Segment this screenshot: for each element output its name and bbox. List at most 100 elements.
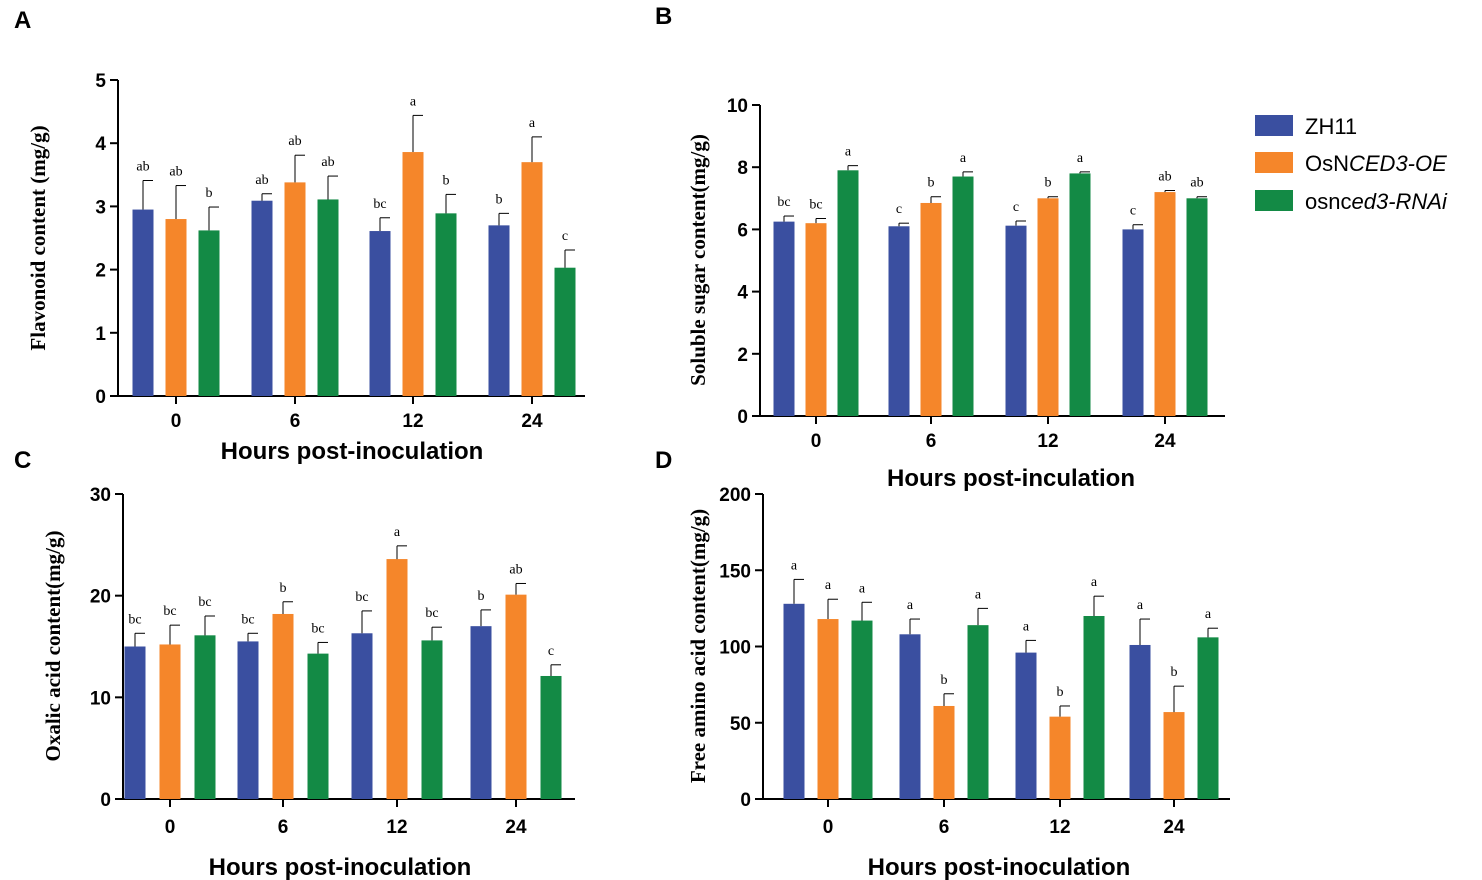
y-tick-label: 100 xyxy=(719,638,751,659)
x-tick-label: 12 xyxy=(386,817,407,838)
bar xyxy=(967,625,989,799)
legend-label: ZH11 xyxy=(1305,114,1357,139)
series-rnai: a a a a xyxy=(851,575,1219,799)
y-tick-label: 0 xyxy=(100,790,111,811)
bar xyxy=(1037,198,1059,416)
series-rnai: a a a ab xyxy=(837,145,1208,416)
y-tick-label: 150 xyxy=(719,561,751,582)
panel-label: A xyxy=(14,7,31,34)
significance-letter: a xyxy=(1137,598,1144,613)
significance-letter: b xyxy=(941,673,948,688)
bar xyxy=(540,675,562,799)
y-tick-label: 6 xyxy=(737,220,748,241)
significance-letter: c xyxy=(548,644,554,659)
bar xyxy=(386,559,408,799)
significance-letter: bc xyxy=(128,612,141,627)
y-tick-label: 4 xyxy=(737,283,748,304)
significance-letter: bc xyxy=(241,612,254,627)
x-axis-title: Hours post-inoculation xyxy=(209,854,472,880)
bar xyxy=(272,613,294,799)
significance-letter: ab xyxy=(288,134,301,149)
significance-letter: b xyxy=(1045,176,1052,191)
significance-letter: bc xyxy=(355,590,368,605)
significance-letter: a xyxy=(529,116,536,131)
legend-swatch xyxy=(1255,115,1293,136)
significance-letter: a xyxy=(975,587,982,602)
bar xyxy=(521,162,543,396)
x-tick-label: 24 xyxy=(1163,817,1185,838)
y-tick-label: 2 xyxy=(95,261,106,282)
bar xyxy=(1154,192,1176,416)
bar xyxy=(920,202,942,416)
significance-letter: a xyxy=(907,598,914,613)
legend-label: osnced3-RNAi xyxy=(1305,189,1448,214)
y-tick-label: 2 xyxy=(737,345,748,366)
bar xyxy=(369,231,391,396)
significance-letter: a xyxy=(825,578,832,593)
legend-label-roman: osnc xyxy=(1305,189,1351,214)
bar xyxy=(773,221,795,416)
x-tick-label: 6 xyxy=(278,817,289,838)
bar xyxy=(952,176,974,416)
legend-label-roman: ZH11 xyxy=(1305,114,1357,139)
x-tick-label: 12 xyxy=(1049,817,1070,838)
x-tick-label: 24 xyxy=(505,817,527,838)
significance-letter: b xyxy=(206,186,213,201)
x-axis-title: Hours post-inoculation xyxy=(221,438,484,465)
legend: ZH11 OsNCED3-OE osnced3-RNAi xyxy=(1255,114,1448,214)
significance-letter: bc xyxy=(425,606,438,621)
x-tick-label: 24 xyxy=(521,411,543,432)
bar xyxy=(505,594,527,799)
bar xyxy=(805,223,827,416)
significance-letter: c xyxy=(562,229,568,244)
significance-letter: b xyxy=(928,176,935,191)
bar xyxy=(237,641,259,799)
bar xyxy=(851,620,873,799)
significance-letter: bc xyxy=(373,197,386,212)
bar xyxy=(470,626,492,799)
significance-letter: a xyxy=(1077,151,1084,166)
series-zh11: bc c c c xyxy=(773,195,1144,416)
bar xyxy=(1122,229,1144,416)
series-oe: bc b a ab xyxy=(159,525,527,799)
x-axis-title: Hours post-inoculation xyxy=(868,854,1131,880)
bar xyxy=(1129,644,1151,799)
bar xyxy=(132,209,154,396)
significance-letter: c xyxy=(896,202,902,217)
significance-letter: bc xyxy=(809,198,822,213)
significance-letter: a xyxy=(859,581,866,596)
legend-label-italic: ed3-RNAi xyxy=(1351,189,1447,214)
bar xyxy=(307,653,329,799)
bar xyxy=(933,705,955,799)
bar xyxy=(251,200,273,396)
bar xyxy=(421,640,443,799)
x-axis-title: Hours post-inculation xyxy=(887,465,1135,492)
bar xyxy=(351,633,373,799)
significance-letter: a xyxy=(1023,619,1030,634)
significance-letter: b xyxy=(478,589,485,604)
significance-letter: c xyxy=(1130,204,1136,219)
bar xyxy=(817,619,839,799)
x-tick-label: 0 xyxy=(171,411,182,432)
x-tick-label: 0 xyxy=(811,431,822,452)
legend-label-italic: CED3-OE xyxy=(1349,151,1447,176)
legend-swatch xyxy=(1255,152,1293,173)
bar xyxy=(783,603,805,799)
series-zh11: ab ab bc b xyxy=(132,159,510,396)
y-tick-label: 0 xyxy=(740,790,751,811)
bar xyxy=(488,225,510,396)
significance-letter: b xyxy=(1057,685,1064,700)
significance-letter: b xyxy=(496,192,503,207)
y-tick-label: 10 xyxy=(90,688,111,709)
significance-letter: bc xyxy=(198,595,211,610)
x-tick-label: 6 xyxy=(939,817,950,838)
significance-letter: ab xyxy=(321,155,334,170)
significance-letter: ab xyxy=(255,173,268,188)
bar xyxy=(1049,716,1071,799)
significance-letter: a xyxy=(394,525,401,540)
significance-letter: b xyxy=(1171,665,1178,680)
y-axis-title: Soluble sugar content(mg/g) xyxy=(686,134,710,386)
